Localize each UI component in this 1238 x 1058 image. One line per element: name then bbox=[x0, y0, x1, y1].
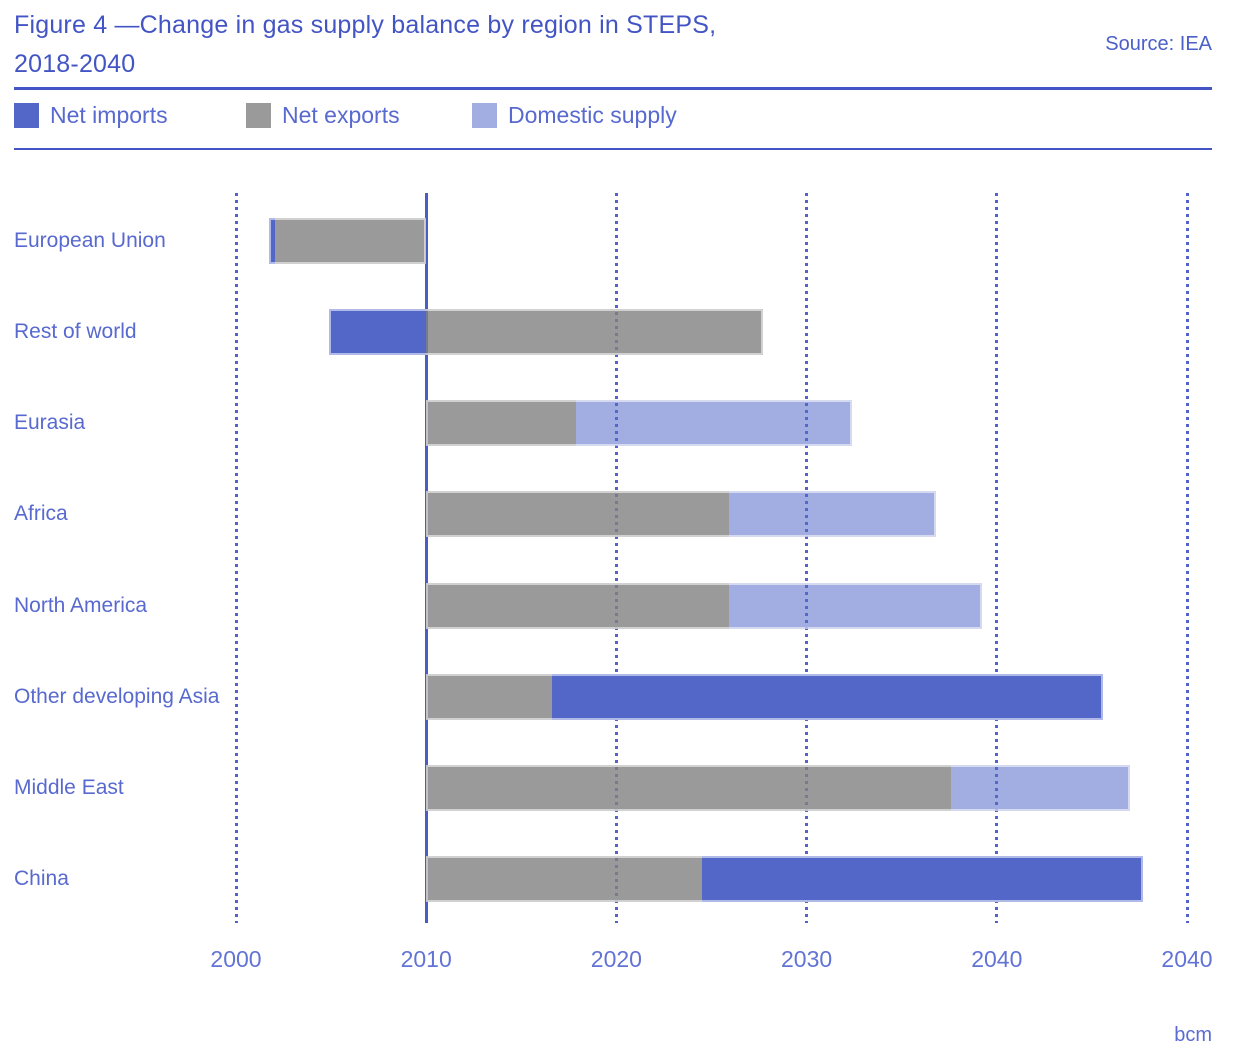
bar-segment-net-exports bbox=[426, 582, 729, 629]
bar-segment-domestic-supply bbox=[728, 582, 982, 629]
bar-segment-domestic-supply bbox=[576, 400, 853, 447]
domestic-supply-swatch-icon bbox=[472, 102, 497, 128]
category-label: China bbox=[14, 866, 69, 890]
x-tick-label: 2030 bbox=[781, 946, 833, 972]
bar-segment-net-exports bbox=[426, 673, 552, 720]
net-exports-swatch-icon bbox=[246, 102, 271, 128]
figure-title-line2: 2018-2040 bbox=[14, 50, 136, 78]
category-label: Other developing Asia bbox=[14, 684, 220, 708]
legend-label: Domestic supply bbox=[508, 101, 677, 128]
figure-title: Figure 4 —Change in gas supply balance b… bbox=[14, 6, 874, 84]
bar-segment-net-exports bbox=[426, 764, 952, 811]
legend-item-net-imports: Net imports bbox=[14, 102, 168, 128]
category-label: Africa bbox=[14, 502, 68, 526]
legend-divider-bottom bbox=[14, 148, 1212, 150]
bar-segment-net-exports bbox=[274, 218, 427, 264]
net-imports-swatch-icon bbox=[14, 102, 39, 128]
bar-segment-net-imports bbox=[551, 673, 1104, 720]
bar-segment-net-imports bbox=[701, 855, 1144, 902]
legend-label: Net imports bbox=[50, 101, 168, 128]
gridline bbox=[1185, 193, 1189, 923]
x-tick-label: 2000 bbox=[210, 946, 262, 972]
bar-segment-net-exports bbox=[426, 309, 763, 356]
category-label: Eurasia bbox=[14, 411, 86, 435]
x-tick-label: 2040 bbox=[1161, 946, 1213, 972]
x-tick-label: 2040 bbox=[971, 946, 1023, 972]
gridline bbox=[995, 193, 999, 923]
gridline bbox=[614, 193, 618, 923]
category-label: European Union bbox=[14, 229, 166, 252]
bar-segment-domestic-supply bbox=[728, 491, 936, 538]
gridline bbox=[805, 193, 809, 923]
legend-item-net-exports: Net exports bbox=[246, 102, 400, 128]
header-divider-top bbox=[14, 87, 1212, 90]
bar-segment-domestic-supply bbox=[951, 764, 1130, 811]
legend-item-domestic-supply: Domestic supply bbox=[472, 102, 677, 128]
bar-segment-net-exports bbox=[426, 491, 729, 538]
source-label: Source: IEA bbox=[1105, 33, 1212, 55]
unit-label: bcm bbox=[1174, 1024, 1212, 1046]
gridline bbox=[234, 193, 238, 923]
bar-segment-net-imports bbox=[329, 309, 427, 356]
x-tick-label: 2010 bbox=[400, 946, 452, 972]
category-label: North America bbox=[14, 593, 148, 617]
x-tick-label: 2020 bbox=[590, 946, 642, 972]
bar-segment-net-exports bbox=[426, 400, 577, 447]
category-label: Middle East bbox=[14, 775, 124, 799]
axis-zero-line bbox=[424, 193, 428, 923]
bar-segment-net-imports bbox=[269, 218, 275, 264]
category-label: Rest of world bbox=[14, 320, 137, 344]
figure-title-line1: Figure 4 —Change in gas supply balance b… bbox=[14, 11, 717, 39]
bar-segment-net-exports bbox=[426, 855, 702, 902]
legend-label: Net exports bbox=[282, 101, 400, 128]
